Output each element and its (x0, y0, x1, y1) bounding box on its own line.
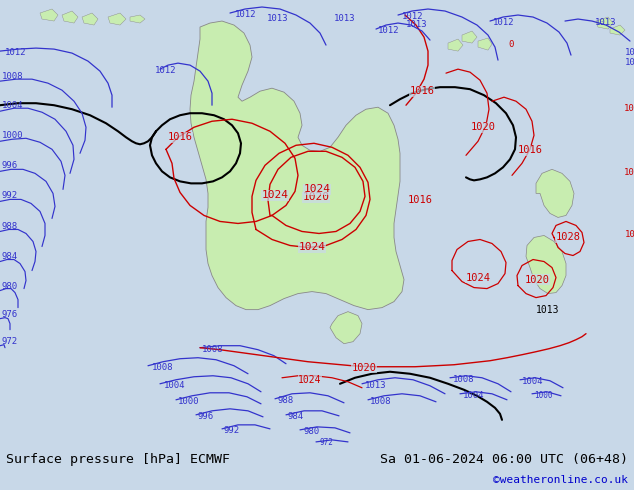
Text: 996: 996 (198, 412, 214, 421)
Text: 1000: 1000 (178, 397, 200, 406)
Text: 992: 992 (2, 192, 18, 200)
Text: 1008: 1008 (2, 72, 23, 81)
Polygon shape (610, 25, 625, 35)
Text: 1013: 1013 (536, 305, 560, 315)
Text: 984: 984 (288, 412, 304, 421)
Polygon shape (190, 21, 404, 310)
Text: 1020: 1020 (524, 274, 550, 285)
Polygon shape (62, 11, 78, 23)
Text: 1012: 1012 (493, 18, 515, 27)
Polygon shape (462, 31, 477, 43)
Text: 988: 988 (278, 396, 294, 405)
Polygon shape (330, 312, 362, 343)
Text: 1004: 1004 (463, 391, 484, 400)
Polygon shape (82, 13, 98, 25)
Text: ©weatheronline.co.uk: ©weatheronline.co.uk (493, 475, 628, 485)
Text: 1013: 1013 (334, 14, 356, 23)
Text: 1004: 1004 (164, 381, 186, 390)
Text: 1008: 1008 (152, 363, 174, 372)
Text: 988: 988 (2, 222, 18, 231)
Text: 101: 101 (625, 230, 634, 240)
Polygon shape (526, 236, 566, 294)
Text: 984: 984 (2, 251, 18, 261)
Text: Surface pressure [hPa] ECMWF: Surface pressure [hPa] ECMWF (6, 453, 230, 466)
Text: 980: 980 (303, 427, 319, 436)
Text: 1016: 1016 (410, 86, 434, 96)
Text: Sa 01-06-2024 06:00 UTC (06+48): Sa 01-06-2024 06:00 UTC (06+48) (380, 453, 628, 466)
Text: 1024: 1024 (299, 243, 325, 252)
Text: 980: 980 (2, 282, 18, 291)
Text: 1013: 1013 (365, 381, 387, 390)
Text: 1012: 1012 (235, 10, 257, 19)
Text: 1013: 1013 (267, 14, 288, 23)
Text: 1008: 1008 (202, 344, 224, 354)
Polygon shape (108, 13, 126, 25)
Text: 1024: 1024 (304, 184, 330, 195)
Text: 1024: 1024 (298, 375, 321, 385)
Text: 1000: 1000 (534, 391, 552, 400)
Text: 1016: 1016 (517, 146, 543, 155)
Text: 0: 0 (508, 40, 514, 49)
Text: 1000: 1000 (2, 131, 23, 140)
Polygon shape (596, 17, 613, 29)
Text: 1008: 1008 (370, 397, 392, 406)
Text: 996: 996 (2, 161, 18, 171)
Text: 972: 972 (2, 337, 18, 345)
Polygon shape (130, 15, 145, 23)
Text: 1016: 1016 (167, 132, 193, 142)
Text: 1012: 1012 (378, 26, 399, 35)
Text: 1020: 1020 (302, 193, 330, 202)
Text: 1020: 1020 (624, 169, 634, 177)
Text: 1020: 1020 (351, 363, 377, 373)
Text: 1013: 1013 (406, 20, 427, 29)
Text: 1012: 1012 (402, 12, 424, 21)
Text: 972: 972 (320, 438, 334, 447)
Text: 992: 992 (224, 426, 240, 435)
Text: 10: 10 (625, 58, 634, 67)
Text: 1004: 1004 (2, 101, 23, 110)
Text: 1008: 1008 (453, 375, 474, 384)
Text: 1016: 1016 (408, 196, 432, 205)
Text: 1012: 1012 (5, 48, 27, 57)
Polygon shape (40, 9, 58, 21)
Text: 10: 10 (625, 48, 634, 57)
Text: 1028: 1028 (555, 232, 581, 243)
Polygon shape (478, 38, 492, 50)
Text: 1012: 1012 (155, 66, 176, 75)
Text: 1020: 1020 (470, 122, 496, 132)
Polygon shape (448, 39, 463, 51)
Text: 1016: 1016 (624, 104, 634, 113)
Text: 1024: 1024 (261, 191, 288, 200)
Text: 976: 976 (2, 310, 18, 318)
Text: 1024: 1024 (465, 272, 491, 283)
Polygon shape (536, 170, 574, 218)
Text: 1013: 1013 (595, 18, 616, 27)
Text: 1004: 1004 (522, 377, 543, 386)
